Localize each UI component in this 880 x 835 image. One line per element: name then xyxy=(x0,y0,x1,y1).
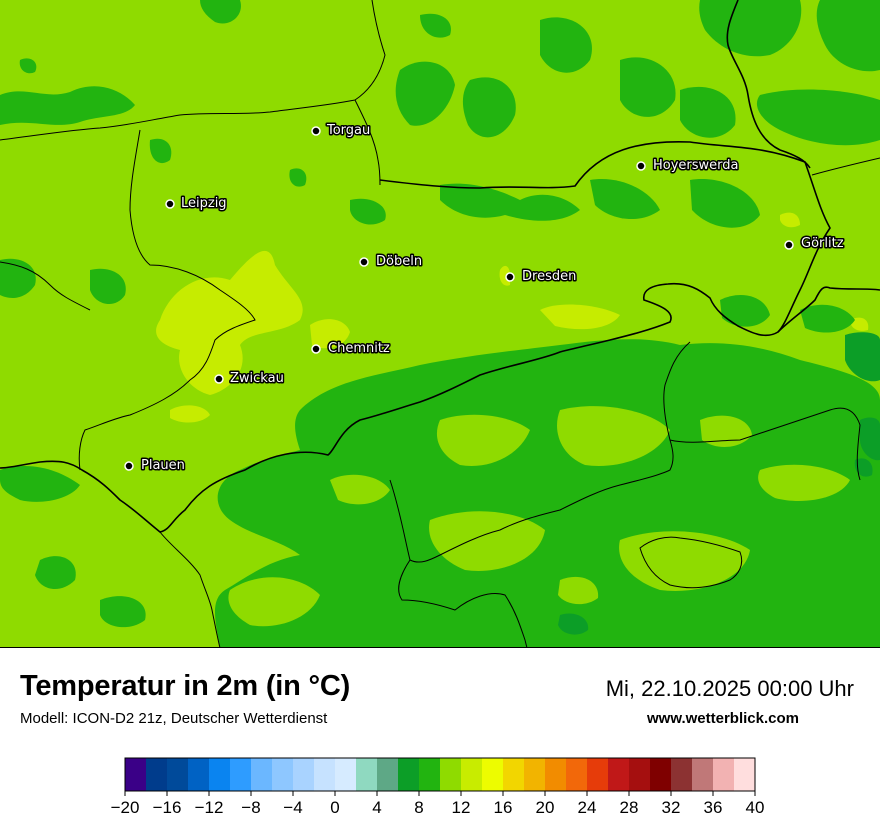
cool-areas-north xyxy=(0,0,880,228)
legend-swatch xyxy=(503,758,525,791)
legend-swatch xyxy=(251,758,273,791)
city-label-leipzig: Leipzig xyxy=(181,196,227,211)
legend-swatch xyxy=(440,758,462,791)
legend-swatch xyxy=(734,758,756,791)
map-title: Temperatur in 2m (in °C) xyxy=(20,670,351,702)
legend-tick-label: 8 xyxy=(414,798,423,817)
legend-swatches xyxy=(124,757,756,792)
legend-swatch xyxy=(692,758,714,791)
legend-tick-label: 4 xyxy=(372,798,381,817)
city-dresden: Dresden xyxy=(505,268,578,286)
forecast-datetime: Mi, 22.10.2025 00:00 Uhr xyxy=(605,676,854,701)
cold-areas xyxy=(558,332,880,635)
legend-tick-label: 20 xyxy=(536,798,555,817)
legend-tick-label: 40 xyxy=(746,798,765,817)
legend-swatch xyxy=(398,758,420,791)
color-legend: −20 −16 −12 −8 −4 0 4 8 12 16 20 24 28 32 36 40 xyxy=(0,750,880,830)
legend-swatch xyxy=(356,758,378,791)
legend-swatch xyxy=(377,758,399,791)
city-label-dresden: Dresden xyxy=(522,269,576,284)
borders xyxy=(0,0,880,647)
legend-tick-label: 12 xyxy=(452,798,471,817)
mid-areas xyxy=(228,406,850,627)
legend-tick-label: 28 xyxy=(620,798,639,817)
legend-swatch xyxy=(482,758,504,791)
legend-swatch xyxy=(230,758,252,791)
city-zwickau: Zwickau xyxy=(214,370,285,388)
legend-tick-label: −8 xyxy=(241,798,260,817)
legend-swatch xyxy=(167,758,189,791)
legend-swatch xyxy=(188,758,210,791)
model-info: Modell: ICON-D2 21z, Deutscher Wetterdie… xyxy=(20,710,328,727)
city-torgau: Torgau xyxy=(311,122,372,140)
legend-tick-label: −20 xyxy=(111,798,140,817)
legend-swatch xyxy=(125,758,147,791)
city-hoyerswerda: Hoyerswerda xyxy=(636,157,740,175)
legend-swatch xyxy=(587,758,609,791)
legend-tick-label: 32 xyxy=(662,798,681,817)
legend-swatch xyxy=(314,758,336,791)
city-chemnitz: Chemnitz xyxy=(311,340,391,358)
legend-swatch xyxy=(713,758,735,791)
legend-tick-label: 24 xyxy=(578,798,597,817)
city-label-chemnitz: Chemnitz xyxy=(328,341,390,356)
legend-swatch xyxy=(545,758,567,791)
city-leipzig: Leipzig xyxy=(165,195,228,213)
city-label-torgau: Torgau xyxy=(326,123,370,138)
website-link[interactable]: www.wetterblick.com xyxy=(647,710,799,727)
legend-ticks: −20 −16 −12 −8 −4 0 4 8 12 16 20 24 28 32 36 40 xyxy=(111,791,765,817)
legend-swatch xyxy=(566,758,588,791)
city-markers: Torgau Hoyerswerda Leipzig Görlitz Döbel… xyxy=(124,122,845,475)
city-label-plauen: Plauen xyxy=(141,458,185,473)
city-label-goerlitz: Görlitz xyxy=(801,236,844,251)
city-label-zwickau: Zwickau xyxy=(230,371,284,386)
city-label-hoyerswerda: Hoyerswerda xyxy=(653,158,739,173)
city-label-doebeln: Döbeln xyxy=(376,254,422,269)
legend-border xyxy=(124,757,756,792)
temperature-map: Torgau Hoyerswerda Leipzig Görlitz Döbel… xyxy=(0,0,880,648)
legend-tick-label: −12 xyxy=(195,798,224,817)
legend-swatch xyxy=(419,758,441,791)
legend-swatch xyxy=(608,758,630,791)
legend-swatch xyxy=(272,758,294,791)
legend-tick-label: −4 xyxy=(283,798,302,817)
legend-tick-label: 36 xyxy=(704,798,723,817)
legend-swatch xyxy=(671,758,693,791)
legend-swatch xyxy=(335,758,357,791)
city-goerlitz: Görlitz xyxy=(784,235,845,253)
legend-swatch xyxy=(650,758,672,791)
legend-tick-label: 0 xyxy=(330,798,339,817)
city-doebeln: Döbeln xyxy=(359,253,424,271)
legend-swatch xyxy=(146,758,168,791)
legend-swatch xyxy=(209,758,231,791)
legend-tick-label: 16 xyxy=(494,798,513,817)
legend-tick-label: −16 xyxy=(153,798,182,817)
legend-swatch xyxy=(293,758,315,791)
legend-swatch xyxy=(629,758,651,791)
legend-swatch xyxy=(461,758,483,791)
legend-scale: −20 −16 −12 −8 −4 0 4 8 12 16 20 24 28 32 36 40 xyxy=(111,757,765,817)
legend-swatch xyxy=(524,758,546,791)
city-plauen: Plauen xyxy=(124,457,186,475)
